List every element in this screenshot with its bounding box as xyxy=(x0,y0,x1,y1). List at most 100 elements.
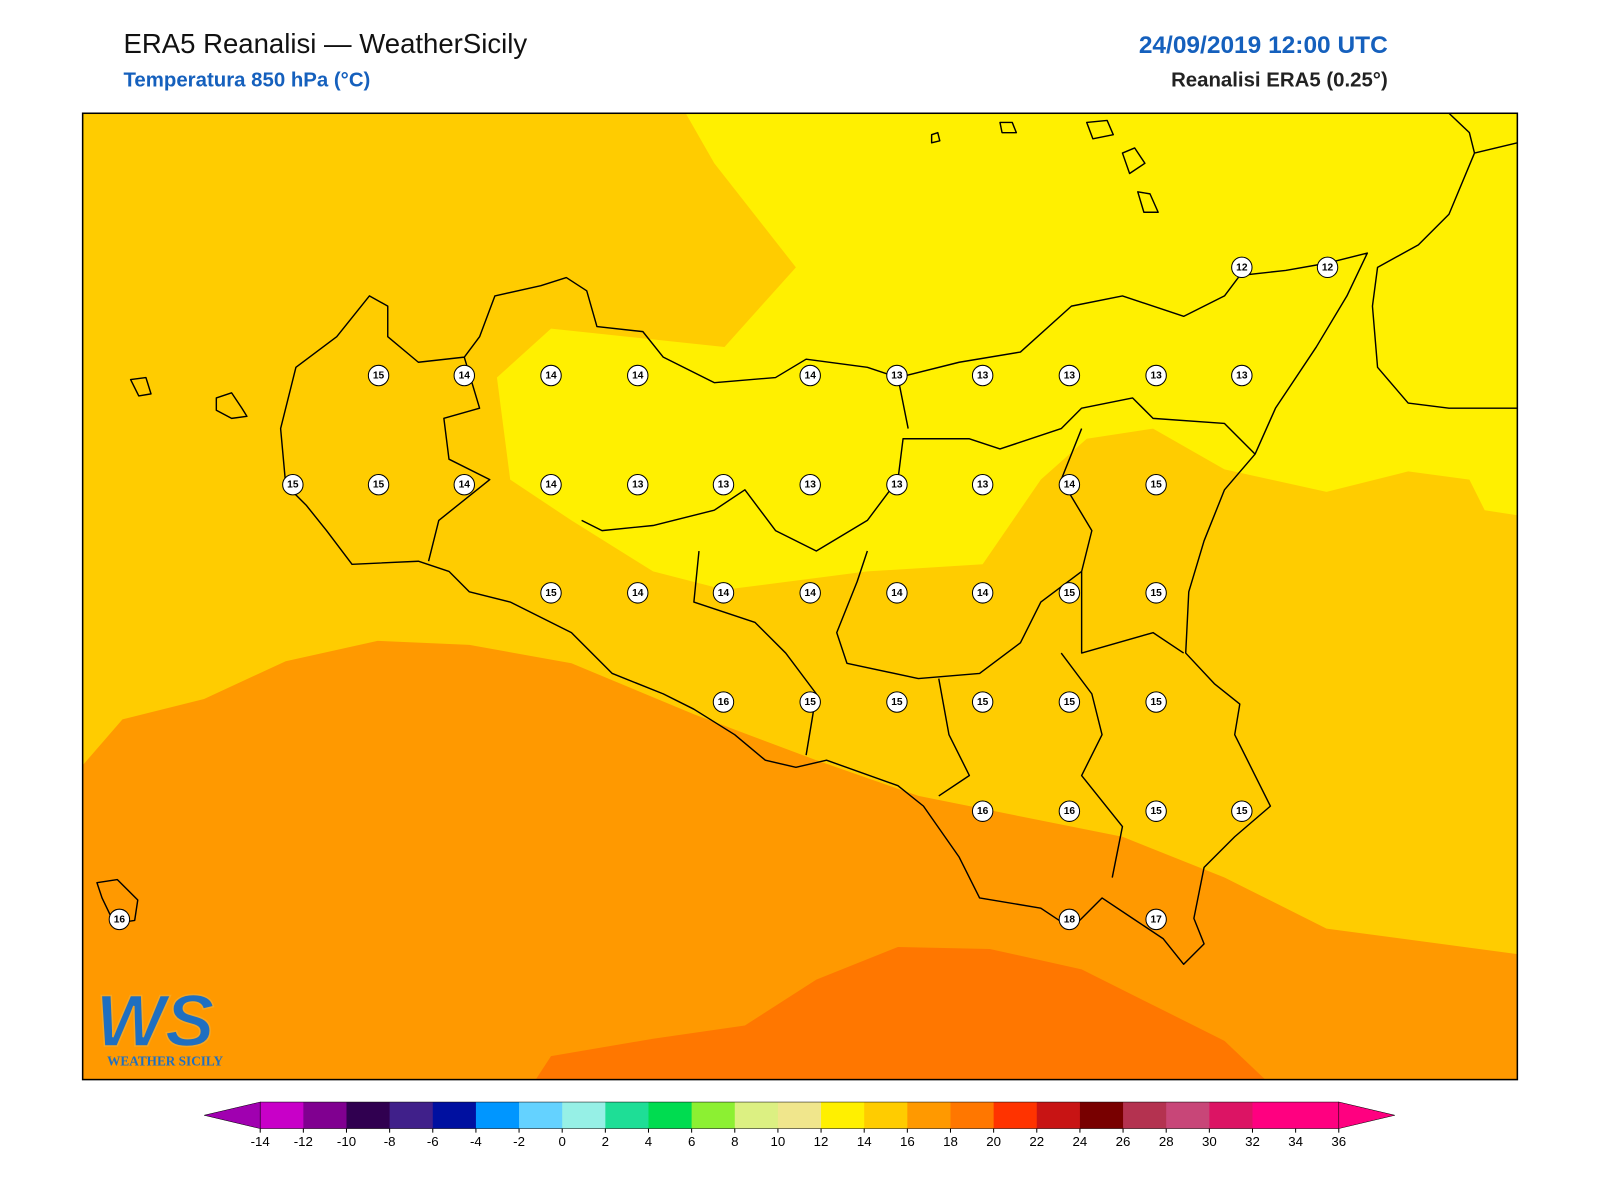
station: 13 xyxy=(1145,364,1167,387)
station-marker xyxy=(799,582,821,604)
station-value: 14 xyxy=(545,480,557,491)
station-value: 13 xyxy=(977,480,989,491)
station-marker xyxy=(282,473,304,496)
station-value: 13 xyxy=(891,480,903,491)
colorbar-swatch xyxy=(346,1102,391,1129)
colorbar-tick-label: 12 xyxy=(814,1134,829,1149)
colorbar-swatch xyxy=(1252,1102,1297,1129)
colorbar-tick-label: 26 xyxy=(1116,1134,1131,1149)
station: 15 xyxy=(1231,800,1253,822)
colorbar-swatch xyxy=(475,1102,520,1129)
station: 15 xyxy=(1145,800,1167,822)
station-marker xyxy=(540,582,562,604)
station-marker xyxy=(627,473,649,496)
station-marker xyxy=(1316,256,1339,279)
station-value: 15 xyxy=(1150,806,1162,817)
station-marker xyxy=(1145,800,1167,822)
station: 15 xyxy=(540,582,562,604)
station: 13 xyxy=(799,473,821,496)
field-12-14 xyxy=(496,113,1518,590)
station: 14 xyxy=(971,582,994,604)
station-value: 15 xyxy=(373,480,385,491)
station-marker xyxy=(886,582,908,604)
station-marker xyxy=(971,800,994,822)
station-marker xyxy=(627,582,649,604)
station-value: 15 xyxy=(1150,697,1162,708)
coastline-calabria xyxy=(1371,113,1518,409)
station: 15 xyxy=(1058,582,1081,604)
station-value: 13 xyxy=(1064,371,1076,382)
colorbar-tick-label: -14 xyxy=(251,1134,270,1149)
station-value: 13 xyxy=(1236,371,1248,382)
station-value: 14 xyxy=(459,371,471,382)
station-marker xyxy=(1231,364,1253,387)
station-marker xyxy=(1145,908,1167,931)
colorbar-tick-label: 6 xyxy=(688,1134,695,1149)
station-value: 15 xyxy=(1150,480,1162,491)
colorbar-tick-label: 30 xyxy=(1202,1134,1217,1149)
station-value: 14 xyxy=(632,371,644,382)
colorbar-swatch xyxy=(907,1102,951,1129)
station: 13 xyxy=(712,473,735,496)
station-value: 18 xyxy=(1064,914,1076,925)
station: 16 xyxy=(108,908,131,931)
colorbar-swatch xyxy=(777,1102,822,1129)
station-marker xyxy=(540,364,562,387)
colorbar-swatch xyxy=(1166,1102,1210,1129)
station-marker xyxy=(712,582,735,604)
colorbar-tick-label: 16 xyxy=(900,1134,915,1149)
colorbar-tick-label: 2 xyxy=(602,1134,609,1149)
station-value: 15 xyxy=(1064,697,1076,708)
station: 13 xyxy=(1058,364,1081,387)
station: 15 xyxy=(971,691,994,713)
station-marker xyxy=(971,364,994,387)
station-value: 15 xyxy=(545,588,557,599)
colorbar-swatch xyxy=(519,1102,563,1129)
station: 14 xyxy=(453,364,475,387)
colorbar-swatch xyxy=(734,1102,779,1129)
colorbar-tick-label: 10 xyxy=(771,1134,786,1149)
station-value: 14 xyxy=(1064,480,1076,491)
station-marker xyxy=(971,691,994,713)
colorbar-swatch xyxy=(1295,1102,1340,1129)
station-value: 12 xyxy=(1322,262,1334,273)
station-value: 13 xyxy=(805,480,817,491)
colorbar-swatch xyxy=(389,1102,434,1129)
station: 14 xyxy=(627,582,649,604)
colorbar-tick-label: 8 xyxy=(731,1134,738,1149)
datetime: 24/09/2019 12:00 UTC xyxy=(1139,32,1388,59)
colorbar-tick-label: -10 xyxy=(337,1134,356,1149)
station-marker xyxy=(108,908,131,931)
station-marker xyxy=(799,473,821,496)
logo: WS WEATHER SICILY xyxy=(95,978,223,1068)
colorbar-tick-label: 22 xyxy=(1029,1134,1044,1149)
station-value: 16 xyxy=(977,806,989,817)
station-marker xyxy=(712,473,735,496)
station-value: 13 xyxy=(977,371,989,382)
colorbar-tick-label: 34 xyxy=(1288,1134,1303,1149)
station-value: 15 xyxy=(287,480,299,491)
station: 13 xyxy=(971,473,994,496)
station-marker xyxy=(971,473,994,496)
source: Reanalisi ERA5 (0.25°) xyxy=(1171,70,1388,92)
station-value: 14 xyxy=(718,588,730,599)
station: 14 xyxy=(799,582,821,604)
colorbar-swatch xyxy=(864,1102,908,1129)
station: 14 xyxy=(540,473,562,496)
station-value: 16 xyxy=(114,914,126,925)
islands xyxy=(96,119,1159,925)
station: 15 xyxy=(1145,691,1167,713)
station-value: 16 xyxy=(718,697,730,708)
station: 15 xyxy=(886,691,908,713)
station: 13 xyxy=(971,364,994,387)
colorbar-tick-label: 4 xyxy=(645,1134,652,1149)
station: 14 xyxy=(627,364,649,387)
colorbar-tick-label: -12 xyxy=(294,1134,313,1149)
borders xyxy=(427,356,1256,878)
station-value: 14 xyxy=(977,588,989,599)
station-marker xyxy=(1058,800,1081,822)
station-marker xyxy=(1231,800,1253,822)
colorbar-tick-label: -4 xyxy=(470,1134,482,1149)
station-marker xyxy=(453,364,475,387)
station: 18 xyxy=(1058,908,1081,931)
